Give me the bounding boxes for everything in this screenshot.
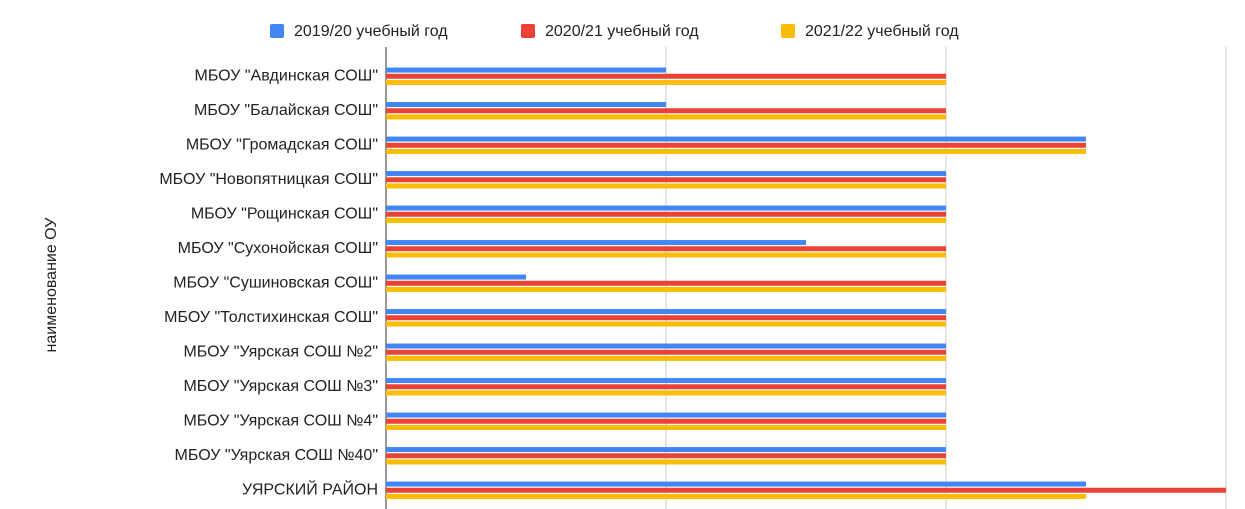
bar bbox=[386, 390, 946, 396]
bar bbox=[386, 171, 946, 177]
y-tick-label: МБОУ "Уярская СОШ №3" bbox=[183, 378, 378, 395]
bar bbox=[386, 487, 1226, 493]
bar bbox=[386, 424, 946, 430]
bar bbox=[386, 114, 946, 120]
bar bbox=[386, 205, 946, 211]
bar bbox=[386, 321, 946, 327]
y-tick-label: УЯРСКИЙ РАЙОН bbox=[242, 479, 378, 498]
y-tick-label: МБОУ "Уярская СОШ №40" bbox=[175, 447, 378, 464]
bar bbox=[386, 412, 946, 418]
bar bbox=[386, 378, 946, 384]
legend-label: 2020/21 учебный год bbox=[545, 23, 699, 40]
bar bbox=[386, 309, 946, 315]
bar bbox=[386, 177, 946, 183]
bar bbox=[386, 315, 946, 321]
y-tick-label: МБОУ "Сухонойская СОШ" bbox=[178, 240, 378, 257]
bar bbox=[386, 453, 946, 459]
bar bbox=[386, 67, 666, 73]
bar bbox=[386, 481, 1086, 487]
y-tick-label: МБОУ "Новопятницкая СОШ" bbox=[159, 171, 378, 188]
bar bbox=[386, 355, 946, 361]
bar bbox=[386, 280, 946, 286]
bar bbox=[386, 73, 946, 79]
bar bbox=[386, 252, 946, 258]
bar bbox=[386, 108, 946, 114]
bar bbox=[386, 211, 946, 217]
bar bbox=[386, 148, 1086, 154]
y-tick-label: МБОУ "Рощинская СОШ" bbox=[191, 205, 378, 222]
bar bbox=[386, 286, 946, 292]
bar bbox=[386, 246, 946, 252]
bar bbox=[386, 493, 1086, 499]
y-tick-label: МБОУ "Сушиновская СОШ" bbox=[173, 274, 378, 291]
bar bbox=[386, 142, 1086, 148]
bar bbox=[386, 240, 806, 246]
y-tick-label: МБОУ "Толстихинская СОШ" bbox=[164, 309, 378, 326]
bar bbox=[386, 183, 946, 189]
bar bbox=[386, 136, 1086, 142]
bar bbox=[386, 79, 946, 85]
bar bbox=[386, 274, 526, 280]
bar bbox=[386, 349, 946, 355]
bar bbox=[386, 418, 946, 424]
legend-swatch bbox=[781, 24, 795, 38]
bar bbox=[386, 102, 666, 108]
legend-swatch bbox=[521, 24, 535, 38]
bar bbox=[386, 447, 946, 453]
bar bbox=[386, 343, 946, 349]
bar bbox=[386, 384, 946, 390]
legend-label: 2021/22 учебный год bbox=[805, 23, 959, 40]
y-axis-title: наименование ОУ bbox=[43, 217, 60, 353]
bar bbox=[386, 459, 946, 465]
legend-label: 2019/20 учебный год bbox=[294, 23, 448, 40]
y-tick-label: МБОУ "Уярская СОШ №2" bbox=[183, 343, 378, 360]
bar bbox=[386, 217, 946, 223]
y-tick-label: МБОУ "Авдинская СОШ" bbox=[195, 67, 378, 84]
legend-swatch bbox=[270, 24, 284, 38]
y-tick-label: МБОУ "Уярская СОШ №4" bbox=[183, 412, 378, 429]
y-tick-label: МБОУ "Громадская СОШ" bbox=[186, 136, 378, 153]
y-tick-label: МБОУ "Балайская СОШ" bbox=[194, 102, 378, 119]
